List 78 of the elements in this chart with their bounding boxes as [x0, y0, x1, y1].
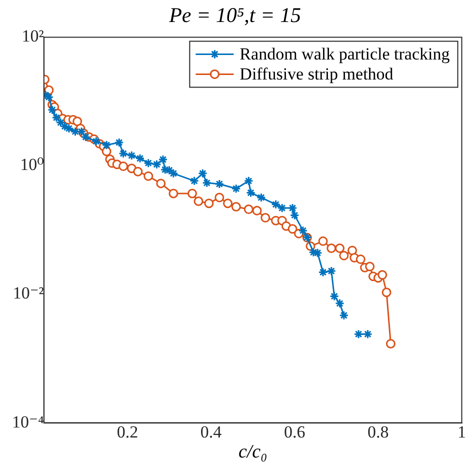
point — [334, 298, 344, 308]
point — [231, 202, 241, 212]
point — [244, 204, 254, 214]
legend-label: Diffusive strip method — [240, 64, 394, 84]
point — [334, 244, 344, 253]
point — [288, 203, 298, 213]
point — [362, 329, 372, 339]
point — [354, 329, 364, 339]
x-tick-label: 1 — [458, 422, 466, 442]
point — [118, 162, 128, 172]
x-tick-label: 0.8 — [368, 422, 389, 442]
point — [356, 254, 366, 264]
point — [135, 154, 145, 164]
y-tick-label: 10⁻⁴ — [12, 412, 44, 432]
point — [52, 112, 62, 122]
y-tick-label: 10⁰ — [20, 155, 44, 174]
y-tick-label: 10² — [22, 26, 44, 46]
point — [244, 176, 254, 186]
point — [204, 198, 214, 208]
x-axis-title: c/c₀ — [238, 442, 268, 463]
point — [308, 248, 318, 258]
point — [102, 140, 112, 150]
point — [260, 213, 270, 223]
point — [160, 164, 170, 174]
point — [48, 105, 58, 115]
point — [318, 268, 328, 278]
point — [290, 210, 300, 220]
point — [326, 266, 336, 276]
point — [158, 154, 168, 164]
point — [118, 148, 128, 158]
point — [256, 192, 266, 202]
point — [382, 288, 392, 298]
point — [168, 168, 178, 178]
point — [348, 246, 358, 256]
point — [91, 136, 101, 146]
point — [202, 178, 212, 188]
point — [252, 206, 262, 216]
point — [64, 124, 74, 134]
point — [330, 292, 340, 302]
point — [72, 116, 82, 126]
point — [214, 179, 224, 189]
point — [80, 132, 90, 142]
point — [214, 192, 224, 202]
point — [190, 176, 200, 186]
point — [288, 224, 298, 234]
point — [114, 138, 124, 148]
point — [246, 188, 256, 198]
point — [126, 150, 136, 160]
y-tick-label: 10⁻² — [12, 284, 44, 303]
point — [339, 310, 349, 320]
point — [70, 126, 80, 136]
point — [152, 160, 162, 170]
point — [326, 244, 336, 253]
point — [198, 168, 208, 178]
point — [298, 226, 308, 236]
point — [318, 236, 328, 246]
point — [156, 178, 166, 188]
point — [164, 166, 174, 176]
point — [144, 158, 154, 168]
point — [231, 184, 241, 194]
point — [187, 188, 197, 198]
x-tick-label: 0.2 — [116, 422, 138, 442]
point — [312, 248, 322, 258]
point — [365, 262, 375, 272]
point — [277, 203, 287, 213]
point — [271, 200, 281, 210]
x-tick-label: 0.4 — [200, 422, 222, 442]
chart-title: Pe = 10⁵,t = 15 — [168, 3, 301, 28]
point — [194, 196, 204, 206]
point — [339, 250, 349, 260]
point — [144, 171, 154, 181]
legend-label: Random walk particle tracking — [240, 44, 450, 64]
point — [223, 198, 233, 208]
point — [378, 270, 388, 280]
x-tick-label: 0.6 — [284, 422, 306, 442]
point — [386, 338, 396, 348]
point — [133, 166, 143, 176]
point — [168, 188, 178, 198]
